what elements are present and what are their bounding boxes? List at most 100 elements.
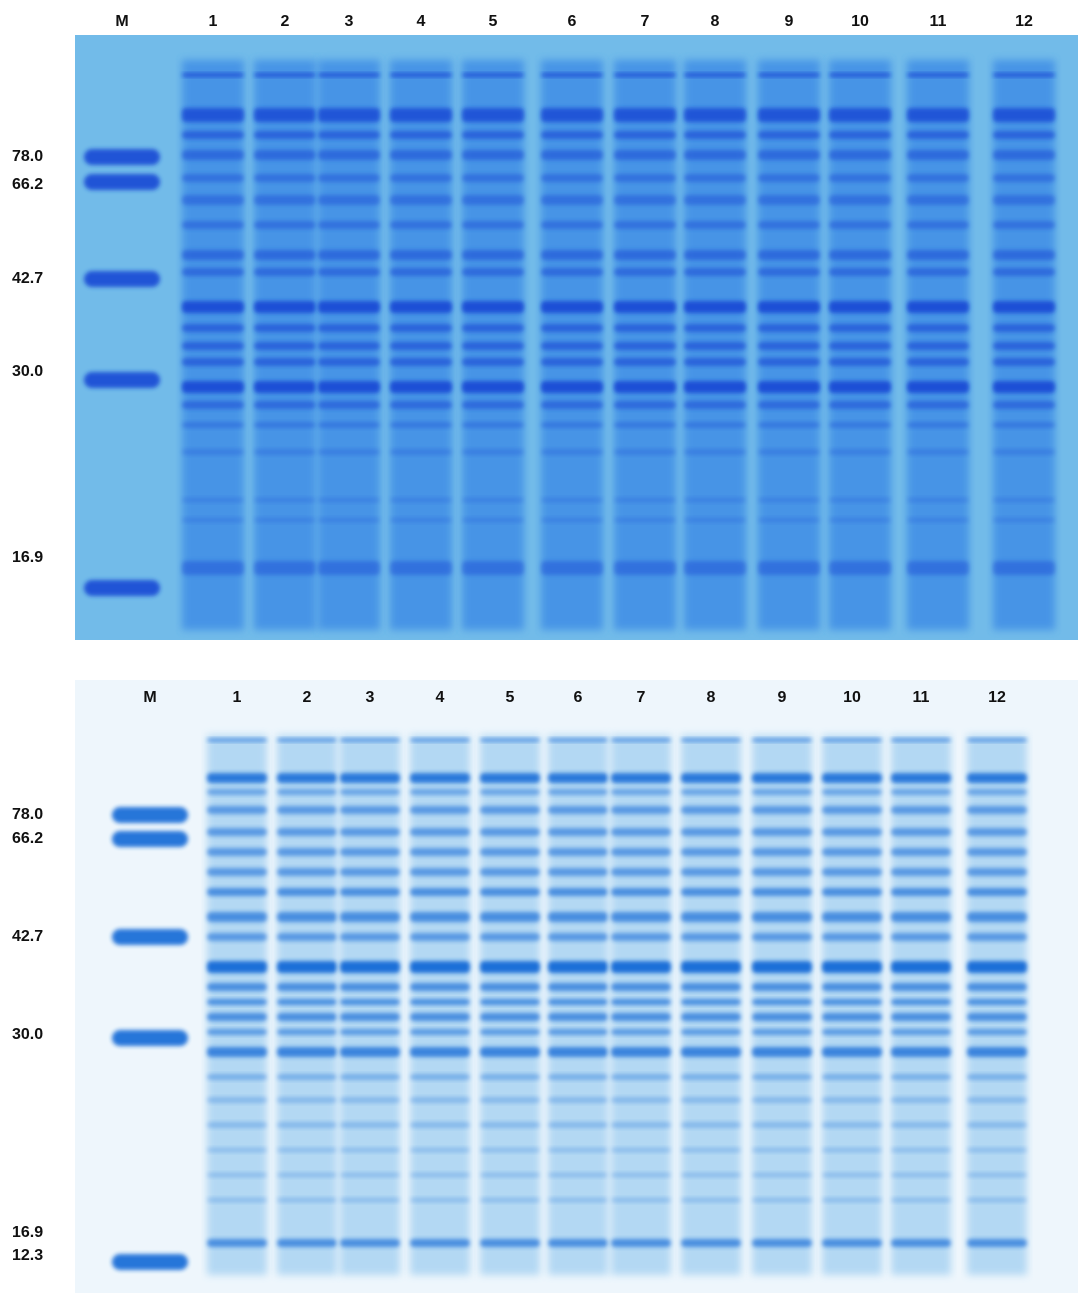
protein-band xyxy=(207,773,267,783)
protein-band xyxy=(541,250,603,260)
protein-band xyxy=(822,1239,882,1247)
protein-band xyxy=(891,1239,951,1247)
protein-band xyxy=(752,848,812,856)
protein-band xyxy=(480,738,540,742)
protein-band xyxy=(277,789,337,795)
protein-band xyxy=(993,174,1055,182)
protein-band xyxy=(752,1097,812,1103)
protein-band xyxy=(410,1147,470,1153)
protein-band xyxy=(681,961,741,973)
protein-band xyxy=(829,517,891,523)
protein-band xyxy=(907,401,969,409)
protein-band xyxy=(340,789,400,795)
protein-band xyxy=(548,789,608,795)
protein-band xyxy=(614,449,676,455)
protein-band xyxy=(480,961,540,973)
protein-band xyxy=(462,108,524,122)
protein-band xyxy=(684,422,746,428)
protein-band xyxy=(967,912,1027,922)
protein-band xyxy=(410,806,470,814)
protein-band xyxy=(822,1013,882,1021)
protein-band xyxy=(541,108,603,122)
protein-band xyxy=(611,1013,671,1021)
protein-band xyxy=(410,1074,470,1080)
protein-band xyxy=(684,221,746,229)
protein-band xyxy=(758,497,820,503)
protein-band xyxy=(207,1172,267,1178)
protein-band xyxy=(829,422,891,428)
protein-band xyxy=(822,1147,882,1153)
protein-band xyxy=(548,828,608,836)
protein-band xyxy=(967,1122,1027,1128)
protein-band xyxy=(681,1097,741,1103)
lane-label: 8 xyxy=(707,689,716,706)
protein-band xyxy=(891,848,951,856)
protein-band xyxy=(614,174,676,182)
protein-band xyxy=(277,1097,337,1103)
protein-band xyxy=(462,517,524,523)
protein-band xyxy=(480,868,540,876)
marker-label: 42.7 xyxy=(12,270,43,287)
protein-band xyxy=(207,1197,267,1203)
protein-band xyxy=(548,868,608,876)
protein-band xyxy=(318,381,380,393)
protein-band xyxy=(684,381,746,393)
protein-band xyxy=(340,1047,400,1057)
protein-band xyxy=(182,73,244,77)
protein-band xyxy=(541,517,603,523)
protein-band xyxy=(967,789,1027,795)
protein-band xyxy=(752,806,812,814)
protein-band xyxy=(907,358,969,366)
protein-band xyxy=(758,561,820,575)
protein-band xyxy=(480,806,540,814)
protein-band xyxy=(891,961,951,973)
protein-band xyxy=(967,983,1027,991)
marker-band xyxy=(112,929,188,945)
protein-band xyxy=(967,933,1027,941)
protein-band xyxy=(277,933,337,941)
protein-band xyxy=(340,1172,400,1178)
protein-band xyxy=(684,342,746,350)
protein-band xyxy=(752,1147,812,1153)
protein-band xyxy=(548,1147,608,1153)
protein-band xyxy=(681,848,741,856)
protein-band xyxy=(684,449,746,455)
protein-band xyxy=(611,1122,671,1128)
protein-band xyxy=(318,517,380,523)
protein-band xyxy=(277,1122,337,1128)
protein-band xyxy=(480,1239,540,1247)
protein-band xyxy=(207,933,267,941)
protein-band xyxy=(390,195,452,205)
protein-band xyxy=(611,888,671,896)
lane-label: 9 xyxy=(785,13,794,30)
protein-band xyxy=(684,174,746,182)
protein-band xyxy=(967,738,1027,742)
protein-band xyxy=(462,401,524,409)
protein-band xyxy=(318,250,380,260)
protein-band xyxy=(207,789,267,795)
protein-band xyxy=(480,1097,540,1103)
protein-band xyxy=(684,561,746,575)
protein-band xyxy=(541,73,603,77)
protein-band xyxy=(410,1172,470,1178)
protein-band xyxy=(318,358,380,366)
protein-band xyxy=(614,268,676,276)
protein-band xyxy=(614,561,676,575)
protein-band xyxy=(993,150,1055,160)
protein-band xyxy=(207,888,267,896)
protein-band xyxy=(548,1047,608,1057)
protein-band xyxy=(614,73,676,77)
protein-band xyxy=(907,449,969,455)
protein-band xyxy=(993,221,1055,229)
lane-label: M xyxy=(115,13,128,30)
protein-band xyxy=(829,108,891,122)
protein-band xyxy=(758,131,820,139)
protein-band xyxy=(318,195,380,205)
protein-band xyxy=(480,1197,540,1203)
protein-band xyxy=(684,497,746,503)
protein-band xyxy=(462,561,524,575)
protein-band xyxy=(182,268,244,276)
protein-band xyxy=(207,999,267,1005)
protein-band xyxy=(390,449,452,455)
protein-band xyxy=(611,738,671,742)
